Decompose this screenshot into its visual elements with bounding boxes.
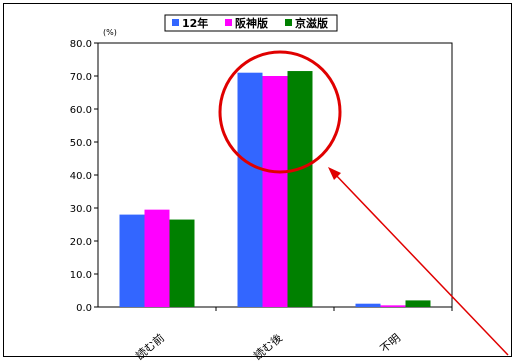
bar-12年-不明 [355, 303, 381, 307]
legend-label: 京滋版 [295, 16, 328, 30]
y-tick-label: 30.0 [70, 204, 92, 215]
y-tick-label: 0.0 [76, 303, 92, 314]
bar-阪神版-読む前 [144, 209, 170, 307]
y-tick-label: 60.0 [70, 105, 92, 116]
x-category-label: 読む後 [251, 331, 285, 363]
y-tick-label: 40.0 [70, 171, 92, 182]
bar-京滋版-読む後 [287, 71, 313, 307]
x-category-label: 不明 [378, 331, 403, 355]
legend-swatch-京滋版 [285, 19, 292, 26]
legend-label: 阪神版 [235, 16, 268, 30]
bar-京滋版-不明 [405, 300, 431, 307]
y-tick-label: 50.0 [70, 138, 92, 149]
y-tick-label: 20.0 [70, 237, 92, 248]
x-category-label: 読む前 [133, 331, 167, 363]
bar-12年-読む前 [119, 214, 145, 307]
bar-阪神版-読む後 [262, 76, 288, 307]
y-tick-label: 80.0 [70, 39, 92, 50]
legend-box [164, 14, 338, 32]
y-tick-label: 10.0 [70, 270, 92, 281]
annotation-arrow [332, 171, 509, 356]
legend-swatch-阪神版 [225, 19, 232, 26]
legend-label: 12年 [182, 16, 208, 30]
bar-12年-読む後 [237, 72, 263, 307]
bar-京滋版-読む前 [169, 219, 195, 307]
y-unit-label: (%) [103, 28, 117, 37]
y-tick-label: 70.0 [70, 72, 92, 83]
bar-阪神版-不明 [380, 305, 406, 307]
annotation-arrowhead [328, 167, 341, 180]
legend-swatch-12年 [172, 19, 179, 26]
highlight-circle [218, 50, 342, 174]
